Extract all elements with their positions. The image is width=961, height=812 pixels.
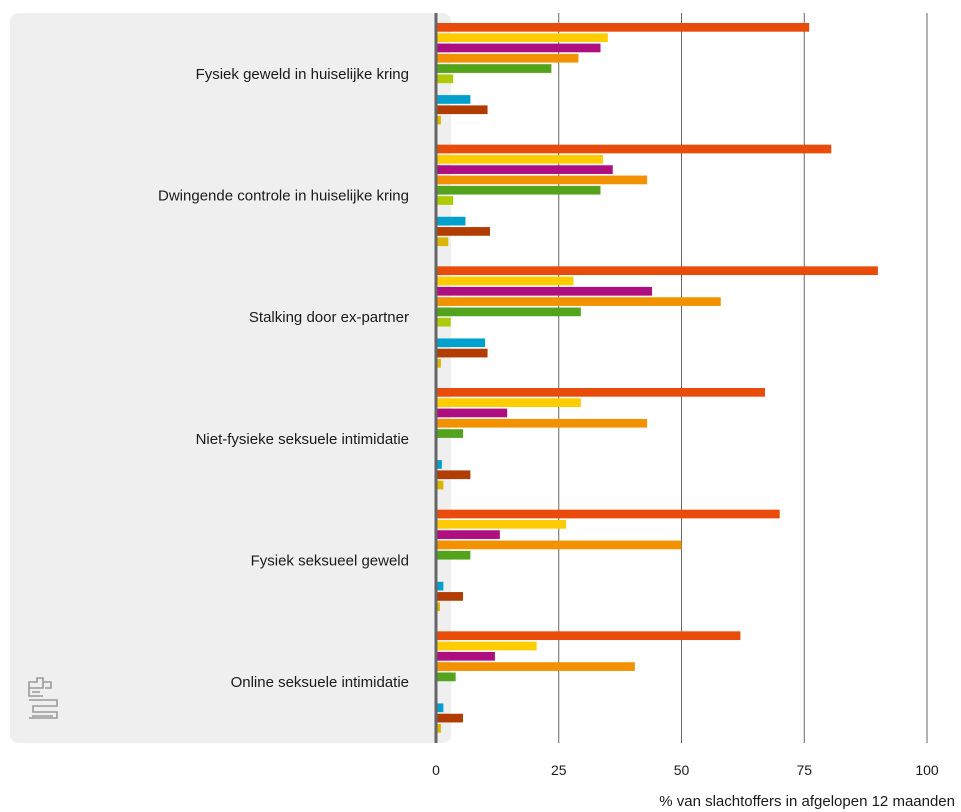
bar xyxy=(437,175,648,185)
bar xyxy=(437,651,495,661)
bar xyxy=(437,307,581,317)
bar xyxy=(437,286,653,296)
bar xyxy=(437,266,878,276)
x-tick-label: 0 xyxy=(432,762,440,778)
bar xyxy=(437,519,567,529)
category-label: Stalking door ex-partner xyxy=(249,309,409,326)
category-label: Dwingende controle in huiselijke kring xyxy=(158,188,409,205)
bar xyxy=(437,227,491,236)
bar xyxy=(437,418,648,428)
bar xyxy=(437,237,449,247)
bar xyxy=(437,509,780,519)
bar xyxy=(437,480,444,490)
bar xyxy=(437,105,488,115)
bar xyxy=(437,154,603,164)
bar xyxy=(437,338,486,348)
bar xyxy=(437,95,471,104)
category-label: Fysiek geweld in huiselijke kring xyxy=(196,66,409,83)
bar xyxy=(437,602,440,612)
category-labels: Fysiek geweld in huiselijke kring Dwingen… xyxy=(158,66,409,691)
bar xyxy=(437,276,574,286)
bar xyxy=(437,408,508,418)
bar xyxy=(437,196,454,205)
bar xyxy=(437,662,635,671)
bar xyxy=(437,297,721,306)
bar xyxy=(437,185,601,195)
category-panel xyxy=(10,13,451,743)
bar xyxy=(437,550,471,560)
bar xyxy=(437,317,451,327)
bar xyxy=(437,460,442,469)
bar xyxy=(437,641,537,651)
bar xyxy=(437,43,601,53)
bar xyxy=(437,672,456,682)
bar xyxy=(437,33,608,42)
category-label: Niet-fysieke seksuele intimidatie xyxy=(196,431,409,448)
bar xyxy=(437,713,464,723)
x-tick-label: 50 xyxy=(674,762,690,778)
bar xyxy=(437,724,441,733)
bar xyxy=(437,592,464,601)
bar xyxy=(437,631,741,641)
bar xyxy=(437,429,464,438)
bars xyxy=(437,23,878,733)
bar xyxy=(437,23,810,32)
bar xyxy=(437,581,444,591)
bar xyxy=(437,348,488,358)
bar xyxy=(437,53,579,63)
x-tick-label: 100 xyxy=(915,762,939,778)
bar xyxy=(437,144,832,154)
bar xyxy=(437,359,441,368)
x-tick-label: 75 xyxy=(796,762,812,778)
bar xyxy=(437,703,444,713)
bar xyxy=(437,74,454,84)
bar xyxy=(437,540,682,550)
bar xyxy=(437,530,500,539)
category-label: Online seksuele intimidatie xyxy=(231,674,409,691)
x-tick-labels: 0 25 50 75 100 xyxy=(432,762,939,778)
bar xyxy=(437,165,613,174)
bar xyxy=(437,115,441,125)
bar xyxy=(437,216,466,226)
category-label: Fysiek seksueel geweld xyxy=(251,553,409,570)
cbs-logo-icon xyxy=(28,677,58,719)
bar xyxy=(437,64,552,73)
x-axis-title: % van slachtoffers in afgelopen 12 maand… xyxy=(659,793,955,810)
bar xyxy=(437,388,765,397)
x-tick-label: 25 xyxy=(551,762,567,778)
bar xyxy=(437,398,581,407)
gridlines xyxy=(558,13,928,743)
bar xyxy=(437,470,471,480)
